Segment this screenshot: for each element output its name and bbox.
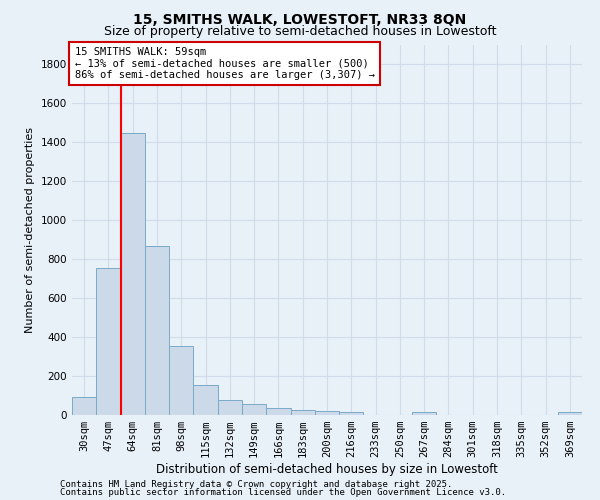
Text: 15 SMITHS WALK: 59sqm
← 13% of semi-detached houses are smaller (500)
86% of sem: 15 SMITHS WALK: 59sqm ← 13% of semi-deta… <box>74 47 374 80</box>
Bar <box>242 404 266 415</box>
Bar <box>412 412 436 415</box>
Bar <box>145 246 169 415</box>
Bar <box>290 410 315 415</box>
Bar <box>339 412 364 415</box>
Bar <box>72 398 96 415</box>
Bar <box>266 408 290 415</box>
Bar <box>169 346 193 415</box>
X-axis label: Distribution of semi-detached houses by size in Lowestoft: Distribution of semi-detached houses by … <box>156 463 498 476</box>
Bar <box>558 412 582 415</box>
Text: Size of property relative to semi-detached houses in Lowestoft: Size of property relative to semi-detach… <box>104 25 496 38</box>
Bar <box>96 268 121 415</box>
Bar <box>315 411 339 415</box>
Bar <box>218 400 242 415</box>
Y-axis label: Number of semi-detached properties: Number of semi-detached properties <box>25 127 35 333</box>
Bar <box>193 385 218 415</box>
Text: 15, SMITHS WALK, LOWESTOFT, NR33 8QN: 15, SMITHS WALK, LOWESTOFT, NR33 8QN <box>133 12 467 26</box>
Bar <box>121 132 145 415</box>
Text: Contains public sector information licensed under the Open Government Licence v3: Contains public sector information licen… <box>60 488 506 497</box>
Text: Contains HM Land Registry data © Crown copyright and database right 2025.: Contains HM Land Registry data © Crown c… <box>60 480 452 489</box>
